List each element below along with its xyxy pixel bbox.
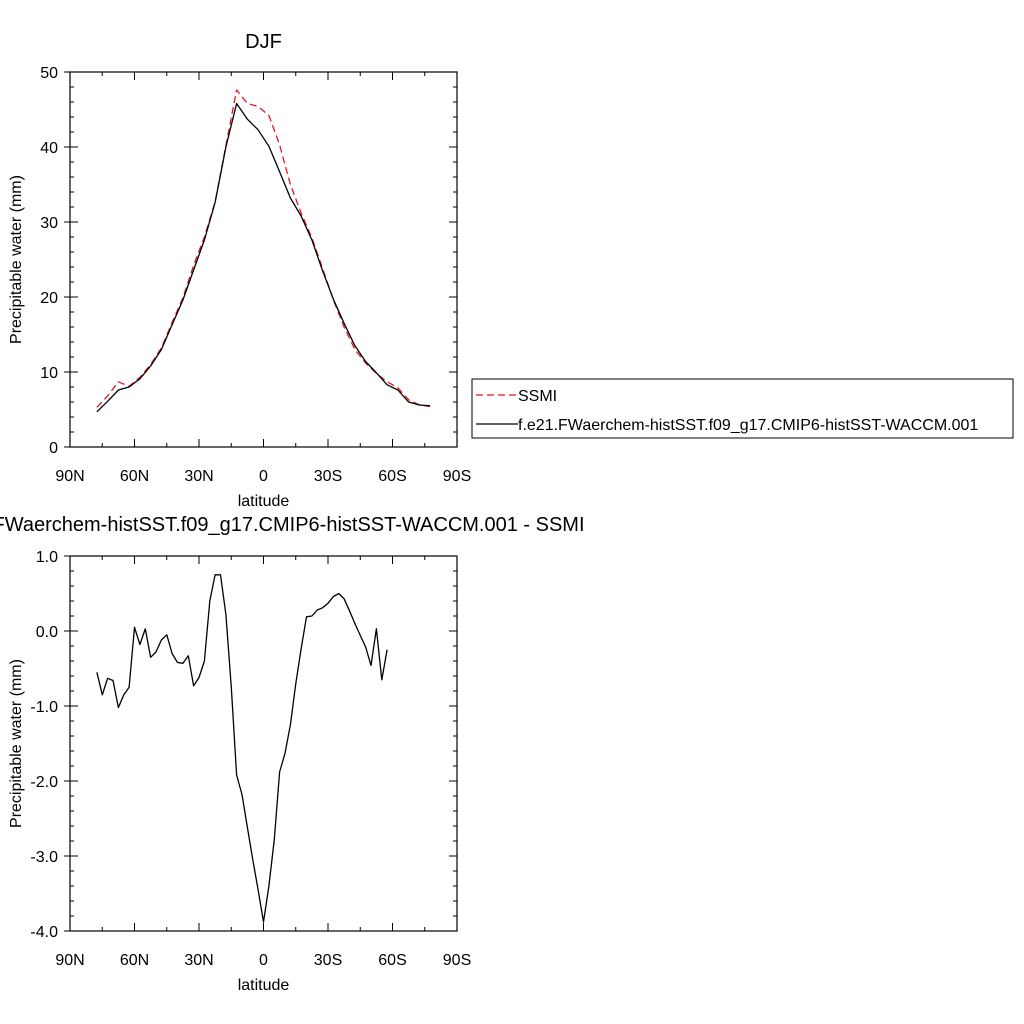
x-tick-label: 0 bbox=[259, 952, 268, 969]
series-line-1 bbox=[96, 102, 431, 413]
plot-frame bbox=[69, 555, 458, 932]
x-tick-label: 60S bbox=[378, 952, 406, 969]
bottom-chart-title: f.e21.FWaerchem-histSST.f09_g17.CMIP6-hi… bbox=[0, 514, 585, 536]
x-tick-label: 60N bbox=[120, 468, 149, 485]
x-tick-label: 90S bbox=[443, 952, 471, 969]
y-tick-label: 1.0 bbox=[36, 549, 58, 566]
x-tick-label: 30S bbox=[314, 468, 342, 485]
top-x-axis-label: latitude bbox=[238, 493, 290, 510]
x-tick-label: 60S bbox=[378, 468, 406, 485]
series-line-0 bbox=[96, 574, 388, 923]
y-tick-label: 0 bbox=[49, 440, 58, 457]
y-tick-label: 20 bbox=[40, 290, 58, 307]
y-tick-label: -4.0 bbox=[30, 924, 58, 941]
y-tick-label: 0.0 bbox=[36, 624, 58, 641]
x-tick-label: 30S bbox=[314, 952, 342, 969]
legend-box bbox=[471, 378, 1014, 439]
x-tick-label: 90N bbox=[55, 468, 84, 485]
y-tick-label: 30 bbox=[40, 215, 58, 232]
y-tick-label: -3.0 bbox=[30, 849, 58, 866]
y-tick-label: -2.0 bbox=[30, 774, 58, 791]
legend: SSMI f.e21.FWaerchem-histSST.f09_g17.CMI… bbox=[471, 378, 1014, 439]
x-tick-label: 90N bbox=[55, 952, 84, 969]
top-chart-title: DJF bbox=[245, 31, 282, 53]
y-tick-label: 40 bbox=[40, 140, 58, 157]
y-tick-label: 10 bbox=[40, 365, 58, 382]
x-tick-label: 30N bbox=[184, 952, 213, 969]
bottom-x-axis-label: latitude bbox=[238, 977, 290, 994]
y-tick-label: -1.0 bbox=[30, 699, 58, 716]
bottom-y-axis-label: Precipitable water (mm) bbox=[8, 659, 25, 828]
x-tick-label: 0 bbox=[259, 468, 268, 485]
legend-label-model: f.e21.FWaerchem-histSST.f09_g17.CMIP6-hi… bbox=[518, 417, 978, 434]
x-tick-label: 30N bbox=[184, 468, 213, 485]
legend-label-ssmi: SSMI bbox=[518, 388, 557, 405]
x-tick-label: 90S bbox=[443, 468, 471, 485]
x-tick-label: 60N bbox=[120, 952, 149, 969]
y-tick-label: 50 bbox=[40, 65, 58, 82]
bottom-panel: f.e21.FWaerchem-histSST.f09_g17.CMIP6-hi… bbox=[0, 514, 585, 994]
top-y-axis-label: Precipitable water (mm) bbox=[8, 175, 25, 344]
top-panel: DJF Precipitable water (mm) latitude 90N… bbox=[8, 31, 471, 510]
